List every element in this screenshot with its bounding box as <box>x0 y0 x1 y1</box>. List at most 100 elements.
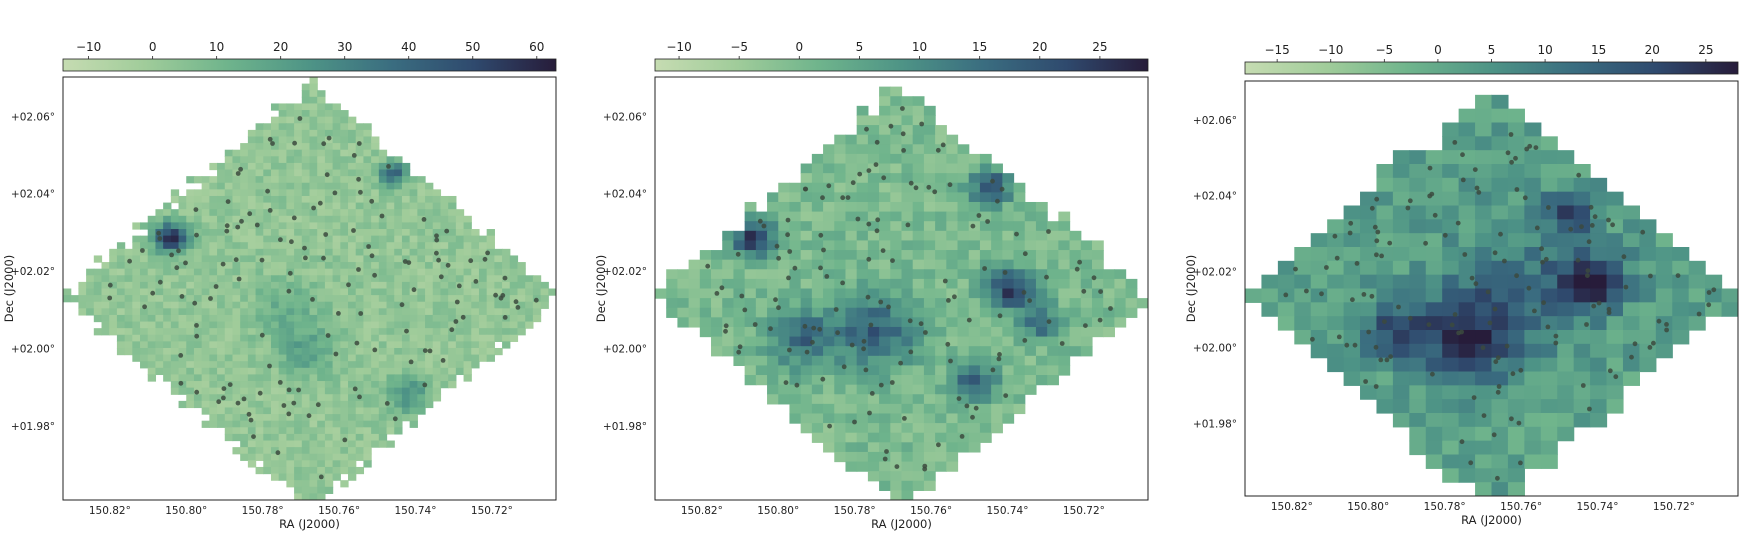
heatmap-cell <box>294 222 303 230</box>
heatmap-cell <box>525 301 534 309</box>
heatmap-cell <box>823 221 835 232</box>
heatmap-cell <box>301 195 311 204</box>
heatmap-cell <box>1392 343 1410 359</box>
heatmap-cell <box>155 367 164 376</box>
heatmap-cell <box>270 394 280 402</box>
heatmap-cell <box>901 288 914 299</box>
heatmap-cell <box>811 173 824 184</box>
heatmap-cell <box>1080 250 1093 261</box>
heatmap-cell <box>186 275 195 283</box>
plot-frame <box>62 76 557 501</box>
heatmap-cell <box>348 156 357 164</box>
source-marker <box>267 136 273 142</box>
heatmap-cell <box>163 275 172 283</box>
heatmap-cell <box>744 288 757 299</box>
x-tick-label: 150.74° <box>1576 501 1618 513</box>
heatmap-cell <box>263 169 272 177</box>
heatmap-cell <box>923 317 936 328</box>
heatmap-cell <box>478 295 488 303</box>
heatmap-cell <box>789 326 802 338</box>
heatmap-cell <box>348 195 357 204</box>
source-marker <box>776 255 781 261</box>
source-marker <box>1533 145 1539 151</box>
heatmap-cell <box>294 453 303 461</box>
heatmap-cell <box>270 433 280 442</box>
heatmap-cell <box>324 176 334 184</box>
heatmap-cell <box>340 281 349 290</box>
heatmap-cell <box>494 268 503 276</box>
source-marker <box>1513 155 1518 161</box>
heatmap-cell <box>1047 240 1059 251</box>
heatmap-cell <box>935 384 947 395</box>
heatmap-cells <box>1245 94 1738 496</box>
heatmap-cell <box>1360 343 1378 359</box>
heatmap-cell <box>417 209 426 217</box>
heatmap-cell <box>371 281 380 290</box>
heatmap-cell <box>1002 259 1015 270</box>
heatmap-cell <box>1343 316 1361 331</box>
heatmap-cell <box>1491 343 1509 359</box>
heatmap-cell <box>1557 426 1575 442</box>
heatmap-cell <box>755 211 768 222</box>
source-marker <box>392 416 398 422</box>
heatmap-cell <box>901 201 914 213</box>
heatmap-cell <box>371 176 380 184</box>
source-marker <box>942 278 948 284</box>
heatmap-cell <box>209 262 218 270</box>
heatmap-cell <box>224 407 234 415</box>
heatmap-cell <box>417 314 426 323</box>
heatmap-cell <box>946 346 959 357</box>
heatmap-cell <box>340 229 349 237</box>
heatmap-cell <box>301 387 311 395</box>
heatmap-cell <box>834 317 847 328</box>
heatmap-cell <box>901 259 914 270</box>
heatmap-cell <box>845 442 858 453</box>
heatmap-cell <box>270 209 280 217</box>
heatmap-cell <box>240 374 249 382</box>
heatmap-cell <box>324 255 334 263</box>
heatmap-cell <box>147 367 157 376</box>
heatmap-cell <box>509 334 519 342</box>
heatmap-cell <box>294 341 303 349</box>
source-marker <box>286 387 292 393</box>
heatmap-cell <box>1573 357 1591 373</box>
heatmap-cell <box>278 143 287 151</box>
heatmap-cell <box>332 281 341 290</box>
heatmap-cell <box>525 288 534 296</box>
heatmap-cell <box>309 90 318 98</box>
heatmap-cell <box>890 423 903 434</box>
source-marker <box>1623 284 1629 290</box>
heatmap-cell <box>979 153 992 165</box>
heatmap-cell <box>767 307 779 318</box>
heatmap-cell <box>348 229 357 237</box>
heatmap-cell <box>355 361 365 369</box>
heatmap-cell <box>946 144 959 155</box>
heatmap-cell <box>968 423 981 434</box>
heatmap-cell <box>1507 385 1525 400</box>
source-marker <box>1427 165 1433 171</box>
source-marker <box>1304 288 1309 294</box>
heatmap-cell <box>155 334 164 342</box>
heatmap-cell <box>471 268 480 276</box>
heatmap-cell <box>340 248 349 257</box>
heatmap-cell <box>677 269 690 280</box>
heatmap-cell <box>1058 240 1071 251</box>
heatmap-cell <box>823 326 835 338</box>
heatmap-cell <box>193 314 203 323</box>
heatmap-cell <box>371 321 380 329</box>
heatmap-cell <box>132 268 141 276</box>
heatmap-cell <box>78 308 87 316</box>
heatmap-cell <box>867 365 880 376</box>
heatmap-cell <box>823 413 835 424</box>
heatmap-cell <box>224 328 234 336</box>
heatmap-cell <box>332 288 341 296</box>
heatmap-cell <box>1024 201 1037 213</box>
heatmap-cell <box>923 240 936 251</box>
heatmap-cell <box>968 288 981 299</box>
heatmap-cell <box>912 326 925 338</box>
heatmap-cell <box>371 301 380 309</box>
heatmap-cell <box>923 365 936 376</box>
heatmap-cell <box>355 354 365 362</box>
heatmap-cell <box>378 176 388 184</box>
source-marker <box>174 265 180 271</box>
